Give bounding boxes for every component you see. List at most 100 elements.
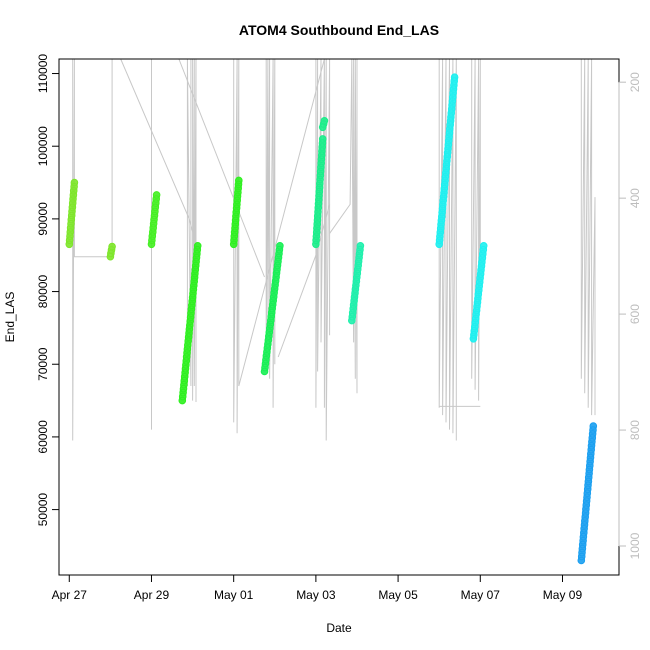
data-point [353,273,361,282]
data-point [439,196,448,205]
data-point [269,297,278,305]
background-traces [72,58,596,441]
data-point [184,341,192,349]
background-trace-12 [471,58,481,401]
data-point [585,465,594,474]
data-point [180,380,188,389]
data-point [185,329,193,337]
data-point [478,254,487,262]
data-point [316,167,325,176]
series-segment-5 [261,242,284,376]
data-point [268,304,277,313]
data-point [446,121,455,129]
data-point [68,199,77,207]
data-point [582,501,591,509]
data-point [446,117,455,125]
x-axis: Apr 27 Apr 29 May 01 May 03 May 05 May 07 May … [52,574,582,602]
data-point [275,245,284,254]
data-point [261,363,269,372]
data-point [234,180,243,189]
data-point [271,281,279,289]
data-point [317,159,326,168]
data-point [450,77,459,85]
x-axis-label: Date [326,621,352,635]
data-point [437,220,445,229]
data-point [232,212,240,221]
data-point [149,228,157,236]
data-point [192,253,201,262]
data-point [108,242,116,251]
data-point [586,457,594,466]
data-point [315,183,324,192]
background-trace-4 [178,58,265,278]
data-point [351,289,359,297]
data-point [354,257,363,266]
data-point [582,505,590,513]
data-point [264,340,272,348]
data-point [271,277,280,285]
data-point [584,473,593,482]
data-point [589,426,597,434]
data-point [261,359,270,368]
data-point [267,316,275,325]
data-point [180,376,189,385]
data-point [265,328,274,337]
data-point [191,265,200,274]
data-point [67,211,76,220]
data-point [352,281,360,290]
data-point [349,301,358,309]
data-point [313,216,322,224]
data-point [436,224,445,233]
data-point [588,430,597,438]
data-point [231,220,240,229]
data-point [477,266,485,274]
data-point [312,228,321,236]
data-point [577,556,586,565]
data-point [186,317,194,326]
data-point [179,388,187,397]
data-point [151,207,159,216]
x-tick-label: Apr 27 [52,588,88,602]
data-point [312,232,321,240]
data-point [263,344,272,352]
data-point [152,191,161,199]
data-point [442,160,451,169]
data-point [152,195,160,203]
x-tick-label: Apr 29 [134,588,170,602]
data-point [69,191,78,199]
data-point [270,285,279,293]
data-point [585,469,593,478]
data-point [184,333,193,341]
series-segment-4 [230,176,243,248]
data-point [443,153,452,161]
data-point [182,353,191,361]
data-point [274,257,282,266]
data-point [448,97,457,105]
x-tick-label: May 07 [461,588,501,602]
data-point [66,228,75,236]
data-point [350,297,358,305]
data-point [438,204,447,213]
data-point [315,191,323,200]
data-point [273,265,281,274]
data-point [355,253,363,262]
data-point [354,261,363,270]
data-point [436,228,445,237]
data-point [316,175,324,184]
data-point [476,274,484,282]
data-point [190,273,199,282]
data-point [478,258,486,266]
data-point [318,143,327,151]
data-point [353,265,362,274]
data-point [190,277,198,286]
data-point [578,548,586,557]
data-point [441,172,450,181]
data-point [150,211,159,220]
series-segment-3 [178,242,202,405]
data-point [444,137,453,145]
data-point [470,331,478,339]
data-point [442,164,451,173]
data-point [475,286,483,295]
data-point [67,219,75,228]
